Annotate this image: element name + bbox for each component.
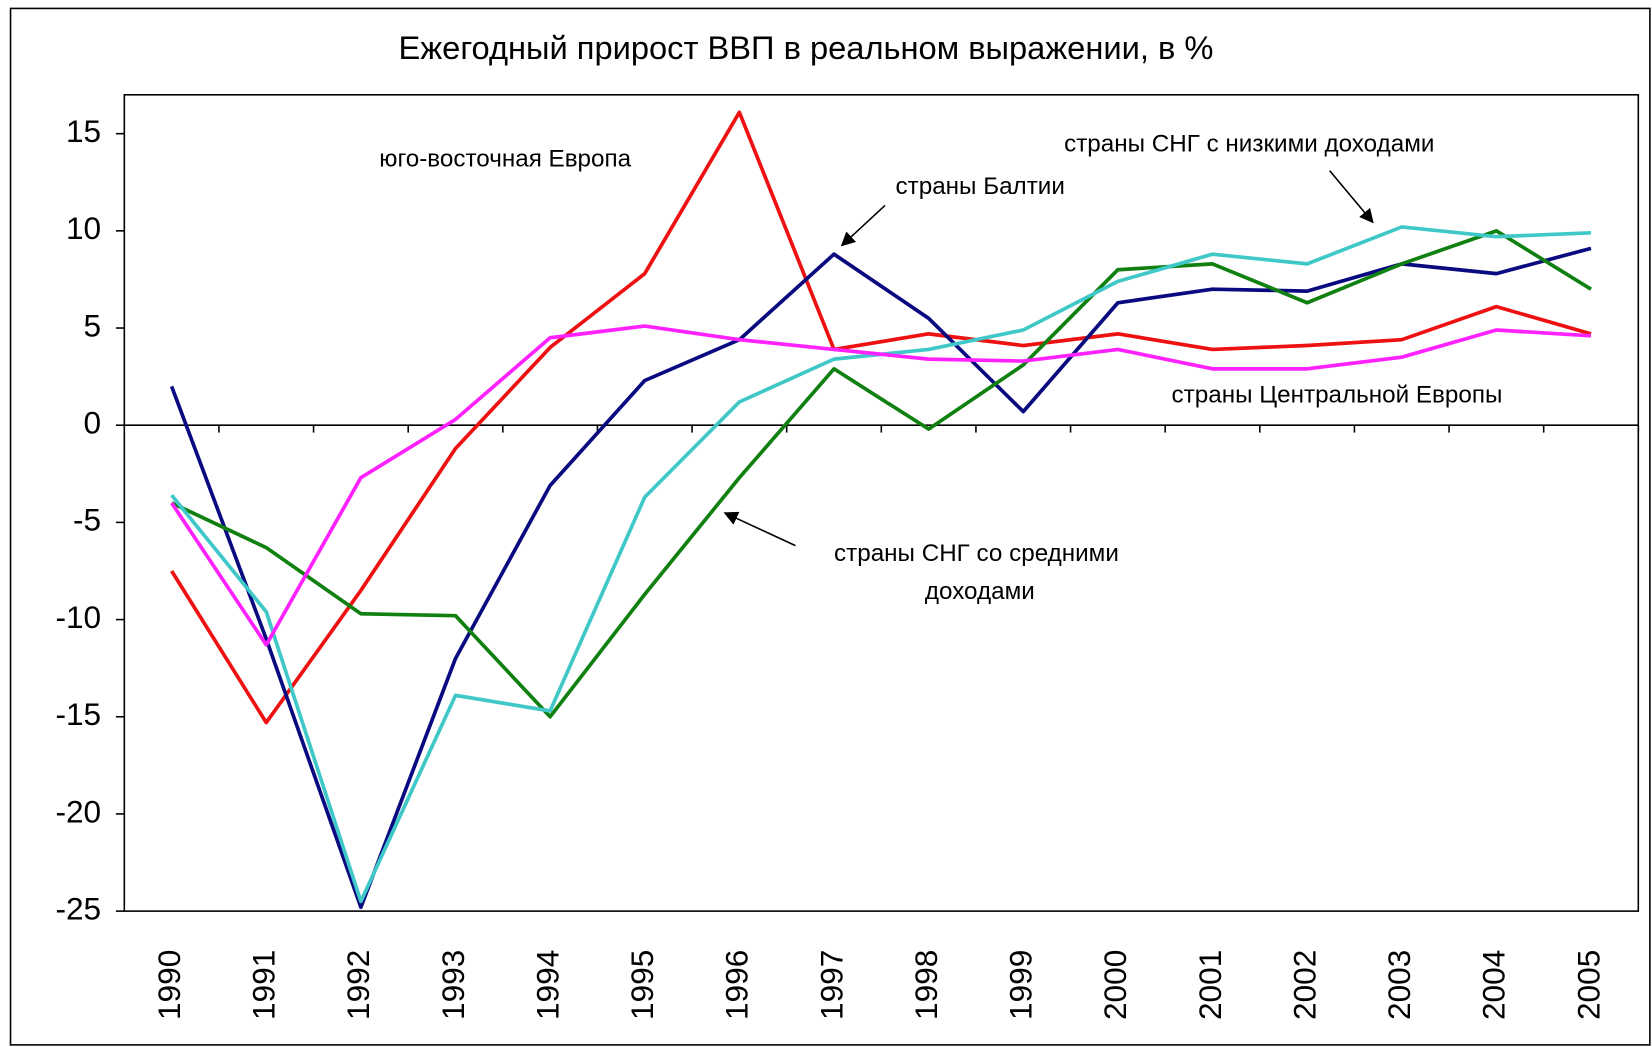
x-tick-label: 2002 (1286, 950, 1322, 1020)
y-tick-label: 10 (66, 210, 101, 246)
y-tick-label: -15 (55, 696, 101, 732)
x-tick-label: 1999 (1003, 950, 1039, 1020)
x-tick-label: 1992 (340, 950, 376, 1020)
series-label: страны Балтии (896, 173, 1065, 200)
arrow (840, 204, 886, 247)
x-tick-label: 1993 (435, 950, 471, 1020)
arrow (723, 511, 796, 547)
chart-title: Ежегодный прирост ВВП в реальном выражен… (399, 29, 1214, 66)
x-tick-label: 1996 (719, 950, 755, 1020)
y-tick-label: -10 (55, 599, 101, 635)
x-tick-label: 1991 (246, 950, 282, 1020)
x-tick-label: 1990 (151, 950, 187, 1020)
y-tick-label: -25 (55, 890, 101, 926)
x-tick-label: 1994 (529, 950, 565, 1020)
arrow (1329, 170, 1374, 224)
x-tick-label: 1997 (813, 950, 849, 1020)
y-tick-label: 0 (84, 405, 102, 441)
series-label: страны Центральной Европы (1172, 381, 1503, 408)
x-tick-label: 1995 (624, 950, 660, 1020)
x-tick-label: 1998 (908, 950, 944, 1020)
x-tick-label: 2003 (1381, 950, 1417, 1020)
y-tick-label: -5 (73, 502, 101, 538)
series-label: страны СНГ со средними доходами (834, 540, 1126, 605)
series-label: страны СНГ с низкими доходами (1064, 131, 1434, 158)
x-tick-label: 2005 (1570, 950, 1606, 1020)
series-line (170, 324, 1592, 647)
y-tick-label: 15 (66, 113, 101, 149)
series-label-line: доходами (925, 578, 1035, 605)
outer-frame (9, 7, 1651, 1046)
plot-frame (123, 94, 1640, 912)
x-tick-label: 2001 (1192, 950, 1228, 1020)
y-tick-label: -20 (55, 793, 101, 829)
series-label-line: страны СНГ со средними (834, 540, 1126, 567)
series-line (170, 110, 1592, 725)
x-tick-label: 2000 (1097, 950, 1133, 1020)
series-label: юго-восточная Европа (379, 145, 631, 172)
x-tick-label: 2004 (1476, 950, 1512, 1020)
y-tick-label: 5 (84, 307, 102, 343)
series-line (169, 246, 1592, 910)
series-line (170, 229, 1592, 719)
